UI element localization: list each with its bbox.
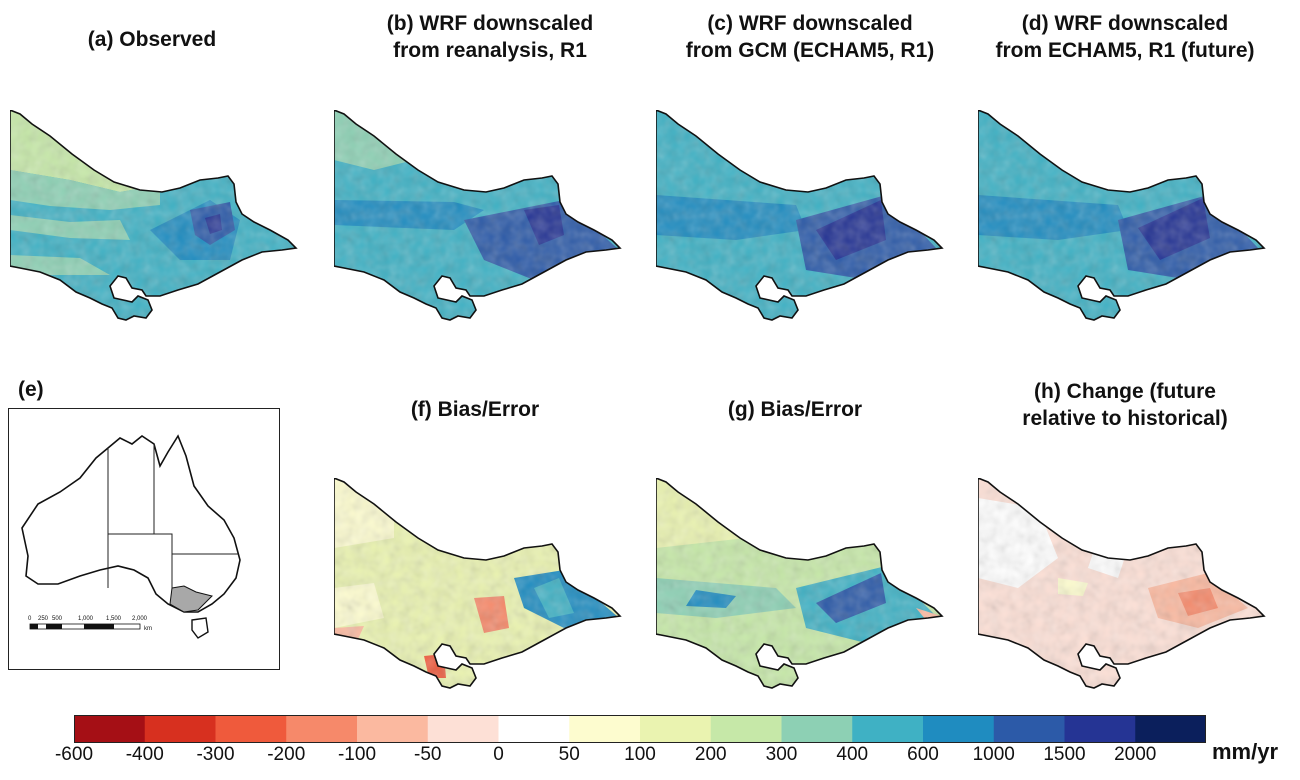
colorbar-segment xyxy=(1135,715,1206,743)
australia-outline xyxy=(21,434,241,613)
map-panel-b xyxy=(334,110,621,321)
colorbar xyxy=(74,715,1206,743)
colorbar-segment xyxy=(710,715,782,743)
colorbar-tick-label: -200 xyxy=(267,744,306,765)
panel-title-d: (d) WRF downscaled from ECHAM5, R1 (futur… xyxy=(995,12,1255,62)
colorbar-segment xyxy=(852,715,924,743)
scale-label-1000: 1,000 xyxy=(78,616,94,622)
colorbar-tick-label: -100 xyxy=(337,744,377,765)
tasmania-outline xyxy=(191,617,209,639)
colorbar-segment xyxy=(1064,715,1136,743)
scale-label-250: 250 xyxy=(38,616,49,622)
scale-unit: km xyxy=(144,626,152,632)
colorbar-segment xyxy=(569,715,641,743)
colorbar-tick-label: 0 xyxy=(493,744,504,765)
map-panel-c xyxy=(656,110,943,321)
colorbar-tick-label: 100 xyxy=(624,744,656,765)
colorbar-tick-label: 1000 xyxy=(972,744,1015,765)
colorbar-segment xyxy=(144,715,216,743)
australia-inset-map: 0 250 500 1,000 1,500 2,000 km xyxy=(21,434,241,639)
scale-label-500: 500 xyxy=(52,616,63,622)
colorbar-segment xyxy=(781,715,853,743)
colorbar-tick-label: -300 xyxy=(196,744,235,765)
map-panel-a xyxy=(10,110,297,321)
panel-title-h: (h) Change (future relative to historical… xyxy=(1022,380,1228,430)
colorbar-tick-label: -400 xyxy=(125,744,164,765)
colorbar-tick-label: 2000 xyxy=(1114,744,1157,765)
panel-title-c: (c) WRF downscaled from GCM (ECHAM5, R1) xyxy=(685,12,935,62)
scale-bar xyxy=(29,623,141,630)
colorbar-tick-label: 600 xyxy=(907,744,939,765)
panel-title-e: (e) xyxy=(18,378,44,401)
colorbar-unit: mm/yr xyxy=(1212,739,1279,764)
scale-label-1500: 1,500 xyxy=(106,616,122,622)
colorbar-segment xyxy=(427,715,499,743)
colorbar-tick-label: -600 xyxy=(54,744,94,765)
map-panel-g xyxy=(656,478,943,689)
colorbar-segment xyxy=(74,715,146,743)
colorbar-border xyxy=(74,715,1206,743)
panel-title-g: (g) Bias/Error xyxy=(727,398,863,421)
map-panel-d xyxy=(978,110,1265,321)
colorbar-segment xyxy=(215,715,287,743)
scale-label-0: 0 xyxy=(28,616,32,622)
colorbar-tick-label: -50 xyxy=(414,744,442,765)
colorbar-tick-label: 300 xyxy=(765,744,798,765)
colorbar-segment xyxy=(286,715,358,743)
colorbar-tick-label: 200 xyxy=(694,744,727,765)
scale-label-2000: 2,000 xyxy=(132,616,148,622)
colorbar-tick-label: 50 xyxy=(558,744,580,765)
state-borders xyxy=(107,444,238,588)
victoria-highlight xyxy=(169,585,213,613)
map-panel-h xyxy=(978,478,1265,689)
colorbar-tick-label: 1500 xyxy=(1043,744,1086,765)
map-panel-f xyxy=(334,478,621,689)
colorbar-segment xyxy=(357,715,429,743)
colorbar-tick-label: 400 xyxy=(836,744,869,765)
colorbar-segment xyxy=(923,715,995,743)
colorbar-segment xyxy=(498,715,570,743)
panel-title-b: (b) WRF downscaled from reanalysis, R1 xyxy=(386,12,594,62)
panel-title-f: (f) Bias/Error xyxy=(410,398,540,421)
colorbar-segment xyxy=(993,715,1065,743)
colorbar-segment xyxy=(640,715,712,743)
panel-title-a: (a) Observed xyxy=(87,28,217,51)
